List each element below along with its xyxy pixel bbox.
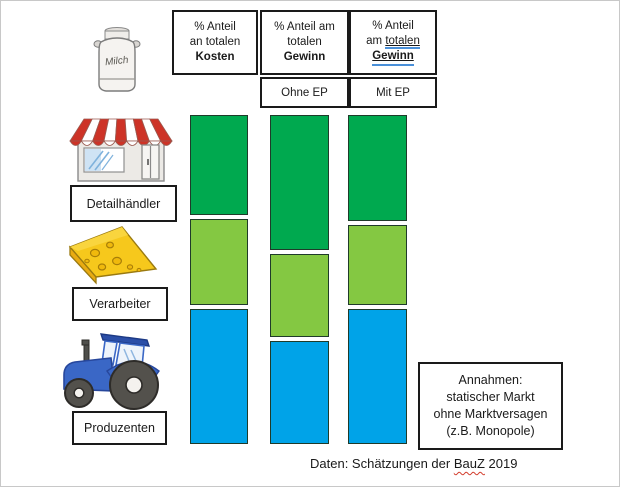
bar-column-kosten [190, 115, 248, 444]
tractor-icon [63, 333, 160, 410]
bar-segment-verarbeiter [270, 253, 329, 338]
bar-column-gewinn-mit-ep [348, 115, 407, 444]
milk-can-label: Milch [105, 55, 130, 68]
subheader-mit-ep: Mit EP [349, 77, 437, 108]
assumptions-line2: statischer Markt [446, 390, 535, 405]
header-kosten: % Anteil an totalen Kosten [172, 10, 258, 75]
assumptions-line4: (z.B. Monopole) [446, 423, 535, 438]
bar-segment-verarbeiter [348, 224, 407, 306]
source-note-suffix: 2019 [484, 456, 518, 471]
bar-segment-produzenten [348, 309, 407, 444]
header-gewinn-ohne: % Anteil am totalen Gewinn [260, 10, 349, 75]
header-gewinn-ohne-line3: Gewinn [283, 50, 326, 63]
bar-segment-detailhaendler [270, 115, 329, 250]
source-note-flagged-word: BauZ [453, 456, 485, 471]
header-kosten-line1: % Anteil [194, 21, 236, 34]
milk-can-icon: Milch [93, 27, 141, 92]
subheader-mit-ep-label: Mit EP [376, 86, 410, 99]
header-gewinn-mit-line2-underlined: totalen [385, 35, 420, 50]
header-gewinn-mit-line1: % Anteil [372, 20, 414, 33]
assumptions-line1: Annahmen: [458, 373, 523, 388]
bar-segment-verarbeiter [190, 218, 248, 306]
assumptions-line3: ohne Marktversagen [433, 407, 548, 421]
row-label-produzenten: Produzenten [72, 411, 167, 445]
header-kosten-line2: an totalen [189, 36, 241, 49]
assumptions-box: Annahmen: statischer Markt ohne Marktver… [418, 362, 563, 450]
header-gewinn-ohne-line2: totalen [287, 36, 322, 49]
header-gewinn-mit-line2: am totalen [366, 34, 420, 50]
row-label-verarbeiter: Verarbeiter [72, 287, 168, 321]
header-gewinn-mit-line2-plain: am [366, 35, 386, 48]
header-gewinn-mit-line3: Gewinn [372, 49, 414, 66]
row-label-detailhaendler-text: Detailhändler [86, 196, 161, 211]
store-icon [69, 118, 173, 182]
subheader-ohne-ep-label: Ohne EP [281, 86, 328, 99]
header-gewinn-ohne-line1: % Anteil am [274, 21, 335, 34]
header-gewinn-mit: % Anteil am totalen Gewinn [349, 10, 437, 75]
bar-column-gewinn-ohne-ep [270, 115, 329, 444]
source-note: Daten: Schätzungen der BauZ 2019 [310, 456, 517, 471]
bar-segment-produzenten [270, 341, 329, 444]
row-label-verarbeiter-text: Verarbeiter [89, 297, 151, 311]
source-note-prefix: Daten: Schätzungen der [310, 456, 454, 471]
bar-segment-detailhaendler [348, 115, 407, 221]
row-label-produzenten-text: Produzenten [84, 421, 155, 435]
header-kosten-line3: Kosten [195, 50, 235, 63]
row-label-detailhaendler: Detailhändler [70, 185, 177, 222]
cheese-icon [68, 226, 158, 285]
bar-segment-produzenten [190, 309, 248, 444]
subheader-ohne-ep: Ohne EP [260, 77, 349, 108]
bar-segment-detailhaendler [190, 115, 248, 215]
